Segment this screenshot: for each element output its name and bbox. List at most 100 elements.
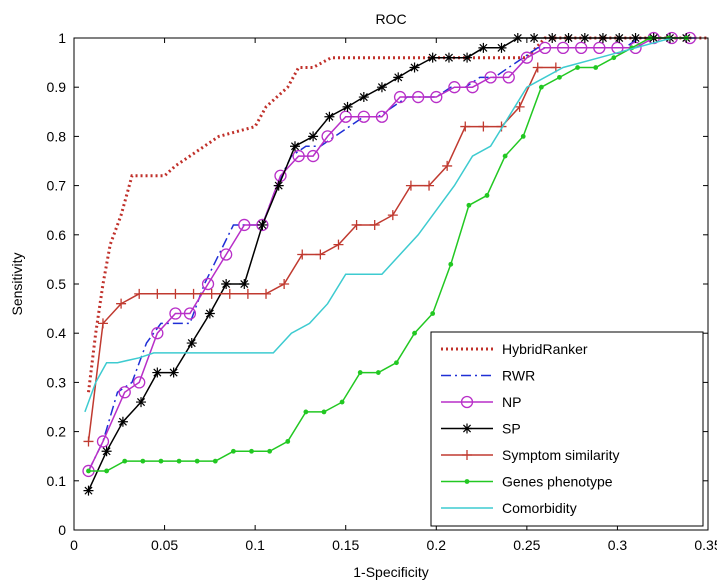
legend-marker-symptom-similarity [462, 450, 472, 460]
data-point-np [96, 435, 110, 448]
chart-title: ROC [375, 11, 406, 27]
data-point-sp [478, 42, 489, 53]
data-point-np [238, 218, 251, 232]
data-point-genes-phenotype [231, 448, 236, 454]
data-point-np [448, 81, 461, 94]
data-point-np [593, 41, 606, 54]
y-tick-label: 0.3 [47, 374, 67, 390]
data-point-genes-phenotype [104, 468, 110, 474]
data-point-genes-phenotype [140, 458, 146, 464]
x-tick-label: 0.2 [427, 537, 447, 553]
data-point-np [339, 110, 352, 123]
data-point-symptom-similarity [206, 288, 217, 299]
data-point-np [556, 41, 570, 54]
data-point-sp [83, 485, 94, 496]
legend-marker-np [460, 395, 474, 409]
data-point-np [484, 71, 497, 84]
data-point-symptom-similarity [514, 101, 525, 112]
data-point-symptom-similarity [478, 121, 489, 132]
data-point-sp [496, 42, 507, 53]
y-axis-label: Sensitivity [9, 252, 25, 315]
data-point-sp [342, 101, 353, 112]
data-point-np [575, 41, 588, 54]
data-point-sp [324, 111, 335, 122]
data-point-symptom-similarity [116, 298, 127, 309]
data-point-genes-phenotype [212, 458, 218, 464]
data-point-genes-phenotype [375, 370, 381, 375]
data-point-symptom-similarity [261, 288, 272, 299]
series-hybridranker [87, 36, 708, 393]
data-point-symptom-similarity [351, 219, 362, 230]
data-point-genes-phenotype [357, 370, 363, 375]
data-point-genes-phenotype [122, 458, 128, 464]
data-point-symptom-similarity [460, 121, 471, 132]
data-point-sp [101, 446, 112, 457]
legend-marker-sp [462, 423, 472, 434]
data-point-sp [221, 279, 232, 289]
x-tick-label: 0.3 [608, 537, 628, 553]
legend-label-hybridranker: HybridRanker [502, 341, 588, 357]
data-point-np [118, 386, 131, 399]
data-point-sp [204, 308, 215, 319]
legend-label-sp: SP [502, 421, 521, 437]
data-point-symptom-similarity [134, 288, 145, 299]
data-point-np [412, 90, 425, 104]
y-tick-label: 0.5 [47, 276, 67, 292]
data-point-symptom-similarity [387, 210, 398, 221]
data-point-np [306, 149, 320, 163]
data-point-symptom-similarity [333, 239, 344, 250]
y-tick-label: 0.8 [47, 128, 67, 144]
data-point-np [430, 90, 443, 104]
series-symptom-similarity [83, 62, 561, 447]
data-point-sp [186, 338, 197, 349]
series-line-comorbidity [84, 37, 672, 413]
y-tick-label: 0.2 [47, 424, 67, 440]
data-point-np [201, 277, 215, 291]
data-point-sp [308, 131, 319, 142]
data-point-sp [393, 72, 404, 83]
data-point-symptom-similarity [279, 279, 290, 289]
legend-entry-rwr: RWR [441, 368, 535, 384]
data-point-genes-phenotype [538, 84, 544, 90]
data-point-np [466, 81, 479, 94]
data-point-symptom-similarity [188, 288, 199, 299]
data-point-sp [117, 416, 128, 427]
data-point-np [133, 376, 146, 389]
data-point-genes-phenotype [176, 458, 182, 464]
data-point-genes-phenotype [86, 468, 91, 474]
data-point-np [151, 327, 164, 340]
data-point-symptom-similarity [424, 180, 435, 191]
data-point-sp [257, 219, 268, 230]
x-tick-label: 0.25 [513, 537, 540, 553]
data-point-sp [168, 367, 179, 378]
data-point-symptom-similarity [315, 249, 326, 260]
data-point-sp [289, 141, 300, 152]
x-tick-label: 0.35 [694, 537, 717, 553]
y-tick-label: 0.7 [47, 178, 67, 194]
data-point-np [220, 248, 233, 261]
data-point-symptom-similarity [405, 180, 416, 191]
data-point-symptom-similarity [152, 288, 163, 299]
data-point-genes-phenotype [593, 65, 599, 70]
data-point-np [357, 110, 370, 123]
data-point-genes-phenotype [502, 153, 508, 159]
y-tick-label: 0.1 [47, 473, 67, 489]
data-point-np [292, 149, 305, 163]
data-point-symptom-similarity [242, 288, 253, 299]
data-point-symptom-similarity [97, 318, 108, 329]
series-comorbidity [84, 37, 672, 413]
data-point-np [256, 218, 269, 232]
data-point-symptom-similarity [532, 62, 543, 73]
legend-marker-genes-phenotype [464, 479, 470, 484]
data-point-np [375, 110, 389, 123]
legend-label-np: NP [502, 394, 521, 410]
legend-label-comorbidity: Comorbidity [502, 500, 577, 516]
legend-entry-comorbidity: Comorbidity [441, 500, 577, 516]
x-axis-label: 1-Specificity [353, 564, 428, 580]
data-point-genes-phenotype [321, 409, 327, 415]
data-point-symptom-similarity [442, 160, 453, 171]
data-point-sp [409, 62, 420, 73]
data-point-np [393, 90, 407, 104]
data-point-genes-phenotype [520, 134, 526, 139]
data-point-np [183, 307, 197, 320]
